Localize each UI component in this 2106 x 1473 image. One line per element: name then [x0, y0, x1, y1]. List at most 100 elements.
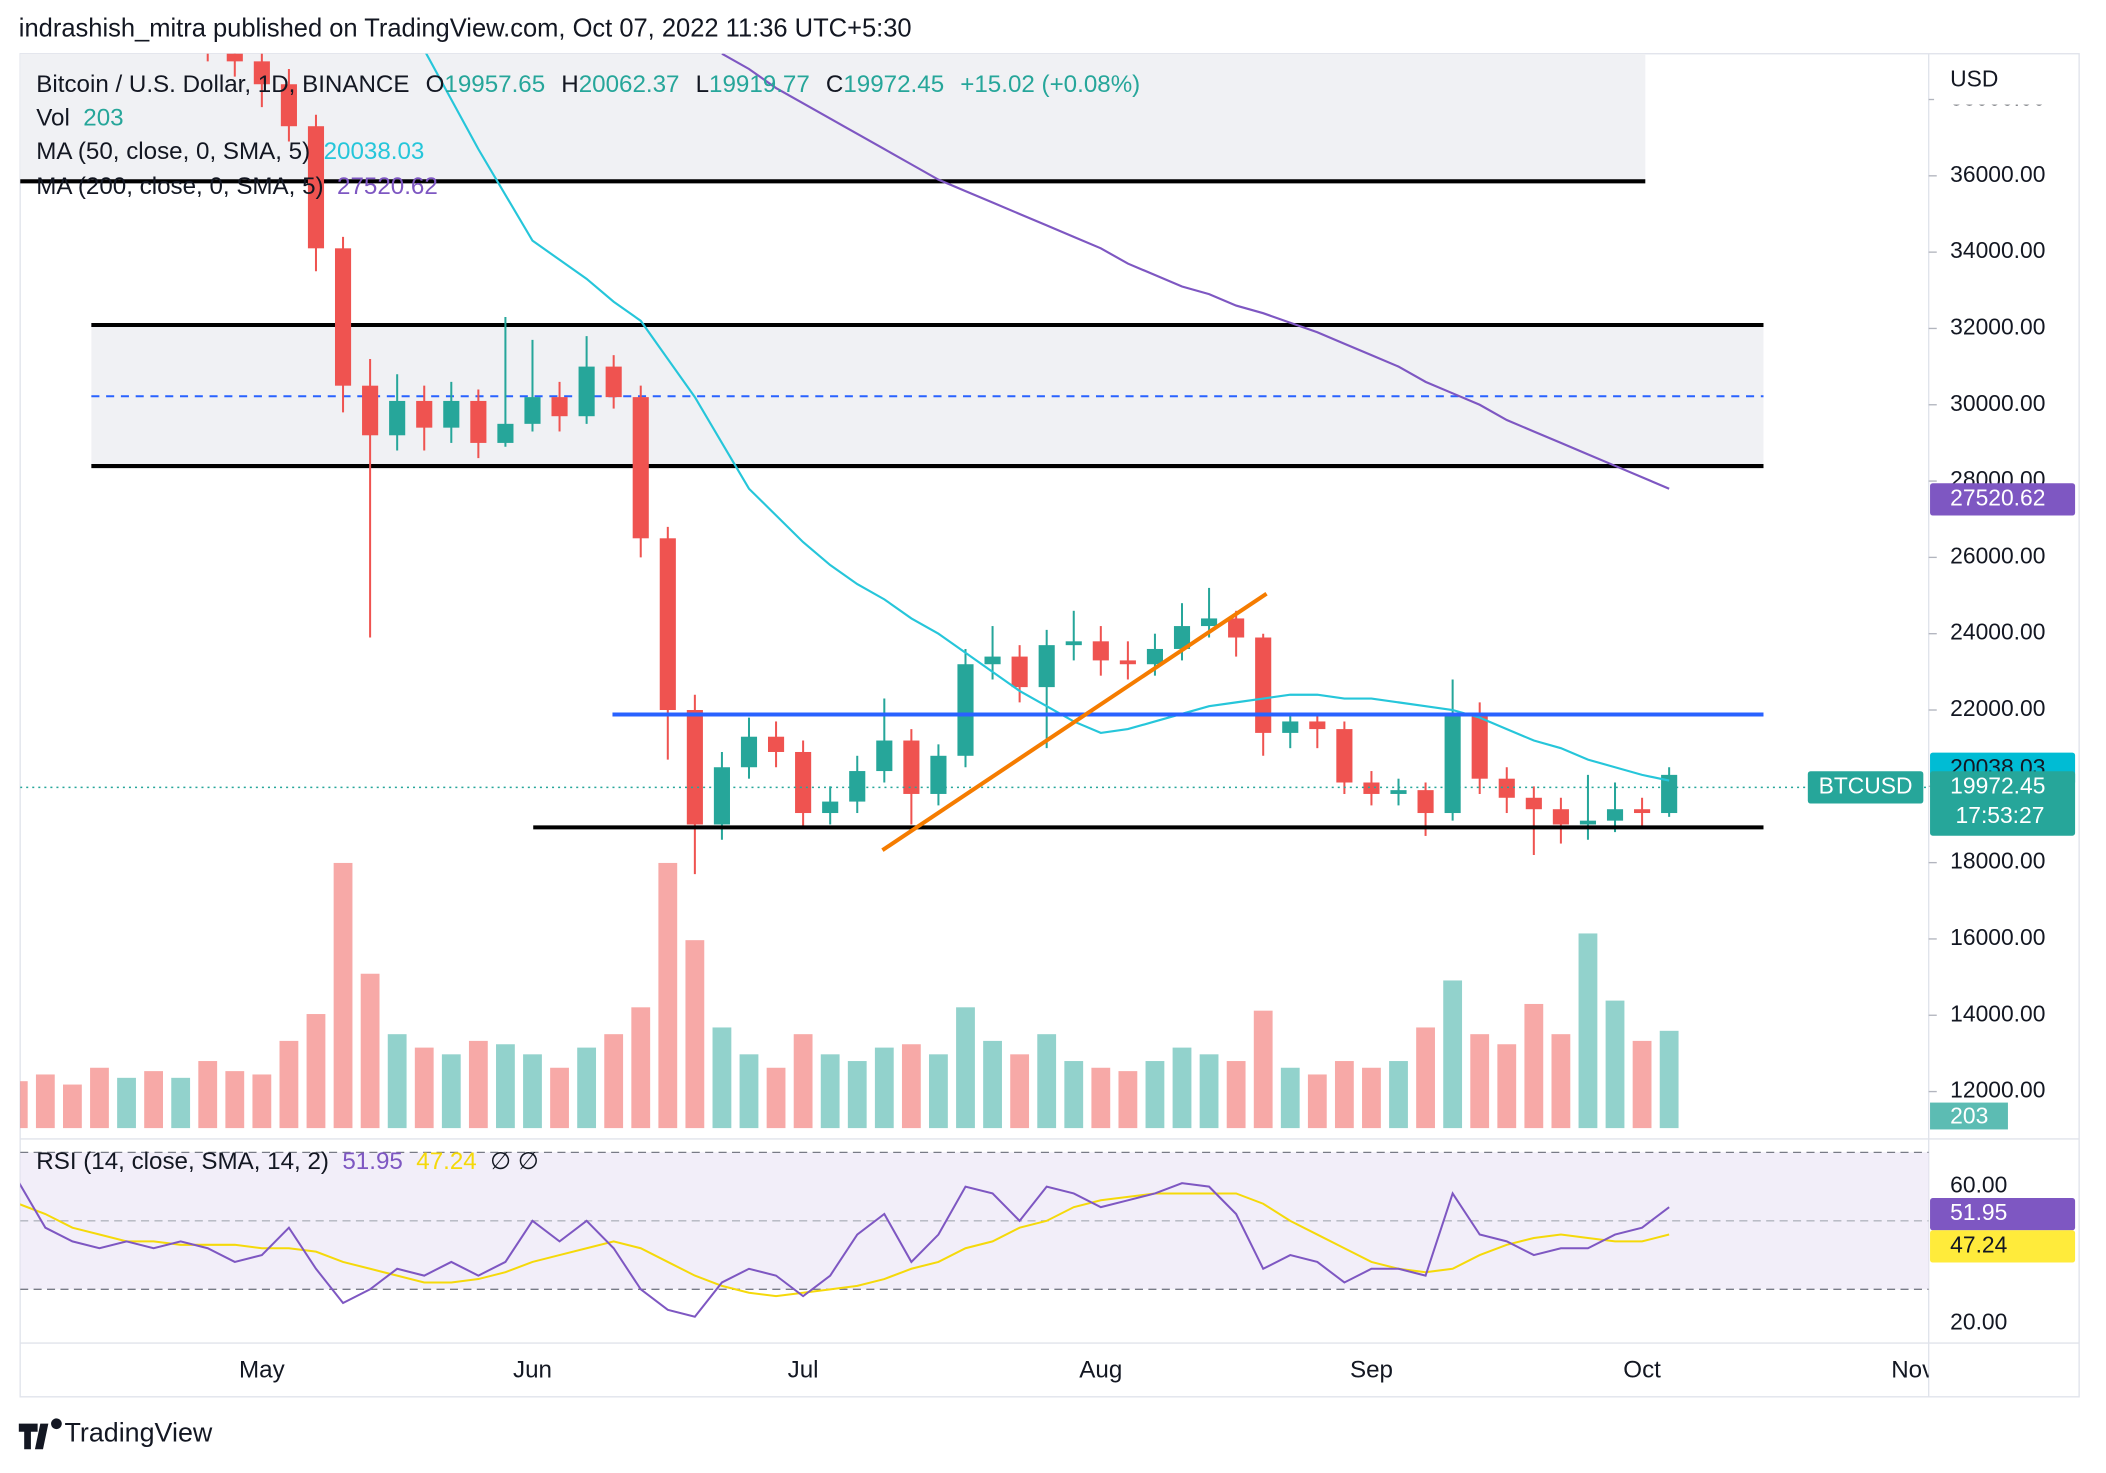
legend-extra: ∅ ∅	[490, 1149, 539, 1176]
candle-body	[660, 538, 676, 710]
volume-bar	[334, 863, 353, 1128]
candle-body	[1120, 660, 1136, 664]
y-tick-label: 18000.00	[1950, 848, 2045, 874]
legend-value: 19972.45	[843, 71, 944, 98]
candle-body	[1499, 779, 1515, 798]
volume-bar	[252, 1074, 271, 1128]
candle-body	[930, 756, 946, 794]
x-tick-label: Sep	[1350, 1357, 1393, 1384]
candle-body	[606, 367, 622, 398]
volume-bar	[1443, 980, 1462, 1128]
symbol-badge: BTCUSD	[1819, 772, 1913, 798]
candle-body	[795, 752, 811, 813]
volume-bar	[1524, 1004, 1543, 1128]
volume-bar	[1173, 1048, 1192, 1129]
volume-bar	[1254, 1011, 1273, 1129]
legend-value: 19957.65	[444, 71, 545, 98]
candle-body	[416, 401, 432, 428]
candle-body	[443, 401, 459, 428]
volume-bar	[1633, 1041, 1652, 1128]
volume-bar	[496, 1044, 515, 1128]
volume-bar	[821, 1054, 840, 1128]
volume-bar	[1091, 1068, 1110, 1128]
volume-bar	[658, 863, 677, 1128]
candle-body	[1390, 790, 1406, 794]
candle-body	[335, 248, 351, 385]
x-tick-label: May	[239, 1357, 286, 1384]
volume-bar	[1579, 933, 1598, 1128]
y-tick-label: 16000.00	[1950, 924, 2045, 950]
x-tick-label: Nov	[1891, 1357, 1934, 1384]
y-tick-label: 14000.00	[1950, 1000, 2045, 1026]
candle-body	[741, 737, 757, 768]
volume-bar	[1010, 1054, 1029, 1128]
candle-body	[1607, 809, 1623, 820]
candle-body	[1363, 783, 1379, 794]
legend-key: H	[561, 71, 578, 98]
x-tick-label: Oct	[1623, 1357, 1661, 1384]
candle-body	[1228, 618, 1244, 637]
volume-bar	[36, 1074, 55, 1128]
volume-bar	[1470, 1034, 1489, 1128]
volume-bar	[1146, 1061, 1165, 1128]
legend-key: L	[696, 71, 709, 98]
volume-bar	[307, 1014, 326, 1128]
volume-bar	[1416, 1027, 1435, 1128]
y-tick-label: 12000.00	[1950, 1077, 2045, 1103]
volume-bar	[1335, 1061, 1354, 1128]
candle-body	[524, 397, 540, 424]
rsi-tick-label: 60.00	[1950, 1172, 2007, 1198]
volume-bar	[415, 1048, 434, 1129]
volume-bar	[1227, 1061, 1246, 1128]
rsi-last: 51.95	[1950, 1199, 2007, 1225]
volume-bar	[1497, 1044, 1516, 1128]
candle-body	[1012, 657, 1028, 688]
candle-body	[497, 424, 513, 443]
volume-bar	[740, 1054, 759, 1128]
volume-bar	[469, 1041, 488, 1128]
volume-bar	[713, 1027, 732, 1128]
rsi-tick-label: 20.00	[1950, 1309, 2007, 1335]
volume-bar	[280, 1041, 299, 1128]
volume-bar	[117, 1078, 136, 1128]
candle-body	[1039, 645, 1055, 687]
y-tick-label: 36000.00	[1950, 161, 2045, 187]
legend-key: C	[826, 71, 843, 98]
volume-bar	[388, 1034, 407, 1128]
candle-body	[1445, 714, 1461, 813]
volume-bar	[1281, 1068, 1300, 1128]
legend-line: MA (50, close, 0, SMA, 5)20038.03	[36, 139, 424, 166]
x-tick-label: Jul	[788, 1357, 819, 1384]
y-tick-label: 26000.00	[1950, 542, 2045, 568]
candle-body	[1418, 790, 1434, 813]
volume-bar	[1362, 1068, 1381, 1128]
volume-bar	[90, 1068, 109, 1128]
candle-body	[876, 741, 892, 772]
legend-change: +15.02 (+0.08%)	[960, 71, 1140, 98]
volume-bar	[361, 974, 380, 1128]
candle-body	[1472, 714, 1488, 779]
volume-bar	[929, 1054, 948, 1128]
candle-body	[768, 737, 784, 752]
header: indrashish_mitra published on TradingVie…	[19, 14, 912, 42]
candle-body	[633, 397, 649, 538]
legend-value: 51.95	[342, 1149, 402, 1176]
candle-body	[687, 710, 703, 824]
candle-body	[1336, 729, 1352, 782]
volume-bar	[225, 1071, 244, 1128]
currency: USD	[1950, 66, 1998, 92]
legend-symbol: Bitcoin / U.S. Dollar, 1D, BINANCE	[36, 71, 409, 98]
y-tick-label: 24000.00	[1950, 619, 2045, 645]
legend-value: 203	[83, 105, 123, 132]
candle-body	[579, 367, 595, 417]
candle-body	[714, 767, 730, 824]
volume-bar	[1200, 1054, 1219, 1128]
volume-bar	[875, 1048, 894, 1129]
y-tick-label: 22000.00	[1950, 695, 2045, 721]
candle-body	[1201, 618, 1217, 626]
candle-body	[470, 401, 486, 443]
volume-bar	[1551, 1034, 1570, 1128]
footer: TradingView	[64, 1418, 212, 1448]
volume-bar	[1606, 1001, 1625, 1129]
